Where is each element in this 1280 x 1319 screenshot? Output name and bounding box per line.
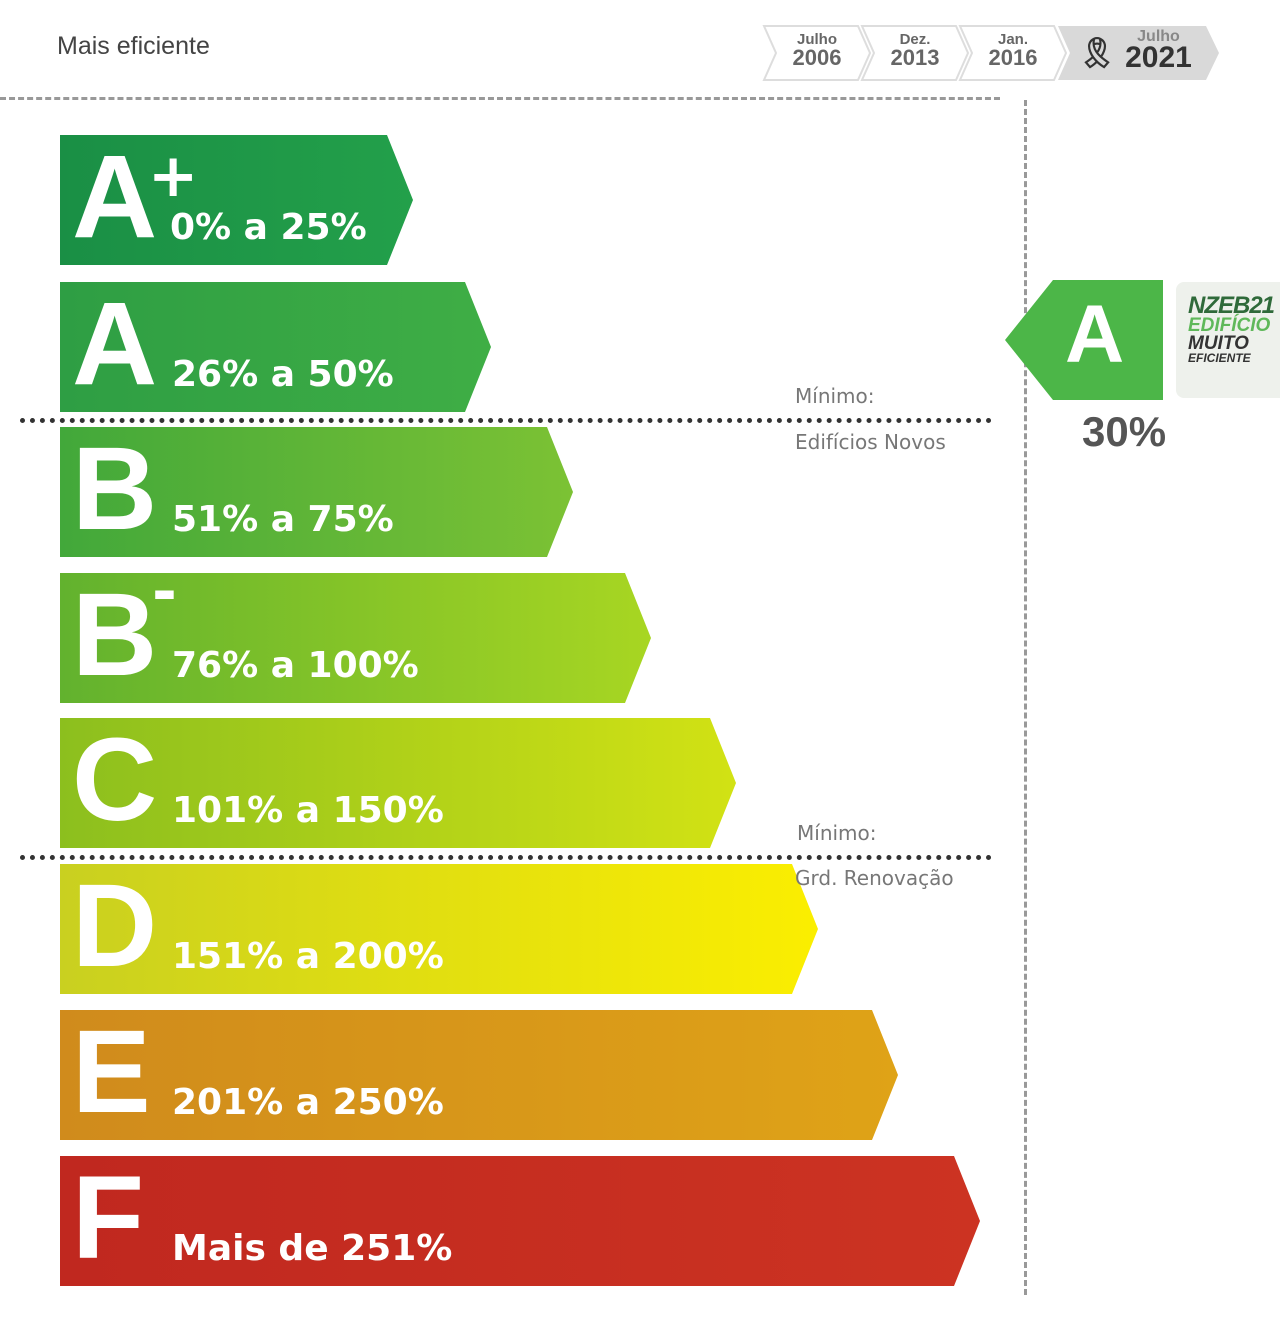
class-letter: C bbox=[72, 714, 158, 846]
timeline-step: Jan. 2016 bbox=[958, 24, 1068, 82]
energy-class-bar: A + 0% a 25% bbox=[60, 131, 415, 265]
energy-class-bar: F Mais de 251% bbox=[60, 1152, 982, 1286]
bar-shape bbox=[60, 573, 651, 703]
bar-shape bbox=[60, 135, 413, 265]
label-most-efficient: Mais eficiente bbox=[57, 32, 210, 60]
class-letter: D bbox=[72, 860, 158, 992]
threshold-line bbox=[20, 855, 992, 860]
bar-shape bbox=[60, 427, 573, 557]
class-range: 76% a 100% bbox=[172, 645, 419, 686]
threshold-line bbox=[20, 418, 992, 423]
class-letter: A bbox=[72, 278, 158, 410]
result-percent: 30% bbox=[1082, 408, 1167, 455]
class-range: 151% a 200% bbox=[172, 936, 444, 977]
award-ribbon-icon: 🎗 bbox=[1078, 37, 1117, 70]
energy-class-bar: D 151% a 200% bbox=[60, 860, 820, 994]
class-range: Mais de 251% bbox=[172, 1228, 453, 1269]
class-letter: B bbox=[72, 423, 158, 555]
class-letter: B bbox=[72, 569, 158, 701]
timeline: Julho 2006 Dez. 2013 Jan. 2016 🎗 Julho 2021 bbox=[762, 24, 1219, 84]
bar-shape bbox=[60, 1156, 980, 1286]
timeline-step-current: 🎗 Julho 2021 bbox=[1056, 24, 1221, 82]
class-letter: E bbox=[72, 1006, 151, 1138]
class-range: 0% a 25% bbox=[170, 207, 367, 248]
result-badge: A bbox=[1005, 280, 1165, 400]
nzeb-logo: NZEB21 EDIFÍCIO MUITO EFICIENTE bbox=[1176, 282, 1280, 398]
threshold-label: Mínimo: bbox=[797, 821, 877, 845]
class-modifier: - bbox=[152, 557, 177, 627]
class-letter: A bbox=[72, 131, 158, 263]
class-letter: F bbox=[72, 1152, 145, 1284]
threshold-sublabel: Edifícios Novos bbox=[795, 430, 946, 454]
class-range: 26% a 50% bbox=[172, 354, 394, 395]
class-range: 51% a 75% bbox=[172, 499, 394, 540]
timeline-step: Julho 2006 bbox=[762, 24, 872, 82]
energy-class-bar: B 51% a 75% bbox=[60, 423, 575, 557]
divider bbox=[1024, 100, 1027, 1295]
threshold-sublabel: Grd. Renovação bbox=[795, 866, 954, 890]
bar-shape bbox=[60, 1010, 898, 1140]
bar-shape bbox=[60, 718, 736, 848]
divider bbox=[0, 97, 1000, 100]
energy-class-bar: E 201% a 250% bbox=[60, 1006, 900, 1140]
class-modifier: + bbox=[148, 141, 199, 211]
threshold-label: Mínimo: bbox=[795, 384, 875, 408]
energy-class-bar: C 101% a 150% bbox=[60, 714, 738, 848]
bar-shape bbox=[60, 864, 818, 994]
class-range: 201% a 250% bbox=[172, 1082, 444, 1123]
class-range: 101% a 150% bbox=[172, 790, 444, 831]
energy-class-bar: A 26% a 50% bbox=[60, 278, 493, 412]
timeline-step: Dez. 2013 bbox=[860, 24, 970, 82]
energy-class-bar: B - 76% a 100% bbox=[60, 557, 653, 703]
bar-shape bbox=[60, 282, 491, 412]
